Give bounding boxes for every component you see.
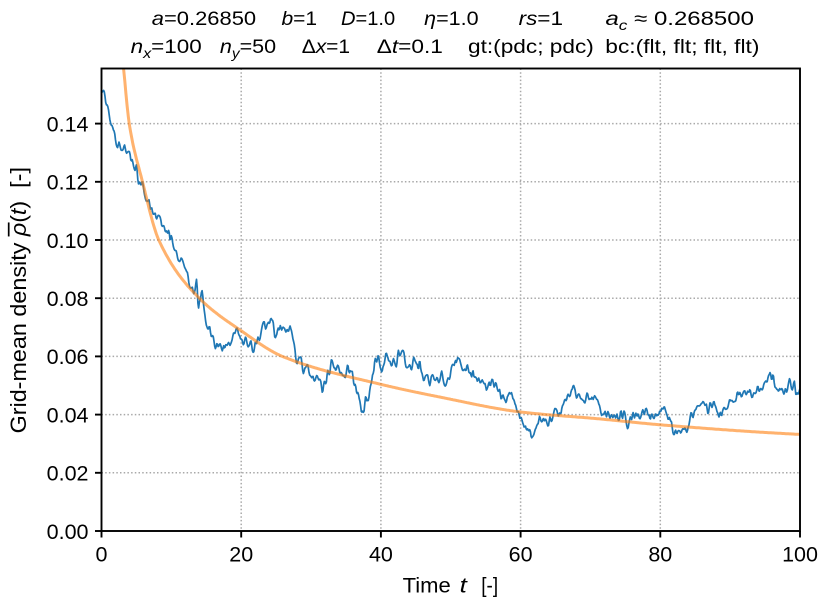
svg-text:=1.0: =1.0 — [436, 8, 479, 30]
svg-text:n: n — [131, 36, 144, 58]
svg-text:η: η — [424, 8, 436, 30]
svg-text:≈ 0.268500: ≈ 0.268500 — [628, 8, 755, 30]
svg-text:=0.26850: =0.26850 — [164, 8, 256, 30]
svg-text:x: x — [315, 36, 328, 58]
svg-text:=100: =100 — [151, 36, 202, 58]
svg-text:20: 20 — [229, 543, 253, 567]
svg-text:0.12: 0.12 — [47, 171, 89, 195]
svg-text:0.10: 0.10 — [47, 229, 89, 253]
svg-text:n: n — [220, 36, 232, 58]
svg-text:a: a — [152, 8, 164, 30]
svg-text:0.14: 0.14 — [47, 112, 89, 136]
svg-text:=1.0: =1.0 — [356, 8, 396, 30]
svg-text:[-]: [-] — [481, 574, 498, 598]
svg-text:(: ( — [6, 214, 31, 222]
svg-text:t: t — [392, 36, 400, 58]
svg-text:0.02: 0.02 — [47, 462, 89, 486]
svg-text:0.06: 0.06 — [47, 345, 89, 369]
svg-text:b: b — [282, 8, 294, 30]
svg-text:=50: =50 — [240, 36, 277, 58]
svg-text:t: t — [460, 574, 468, 598]
svg-text:80: 80 — [648, 543, 672, 567]
svg-text:0.08: 0.08 — [47, 287, 89, 311]
svg-text:0: 0 — [96, 543, 108, 567]
svg-text:gt:(pdc; pdc): gt:(pdc; pdc) — [468, 36, 594, 58]
svg-text:Δ: Δ — [302, 36, 316, 58]
svg-text:=1: =1 — [293, 8, 317, 30]
svg-text:ρ: ρ — [6, 223, 31, 238]
svg-text:=1: =1 — [537, 8, 563, 30]
svg-text:=1: =1 — [326, 36, 350, 58]
svg-text:) [-]: ) [-] — [6, 167, 31, 209]
svg-text:=0.1: =0.1 — [398, 36, 443, 58]
svg-text:D: D — [341, 8, 356, 30]
svg-text:t: t — [6, 207, 31, 215]
svg-text:bc:(flt, flt; flt, flt): bc:(flt, flt; flt, flt) — [605, 36, 759, 58]
svg-text:60: 60 — [509, 543, 533, 567]
svg-text:Δ: Δ — [377, 36, 392, 58]
svg-text:Time: Time — [403, 574, 451, 598]
svg-text:rs: rs — [519, 8, 538, 30]
svg-text:0.00: 0.00 — [47, 520, 89, 544]
svg-text:c: c — [619, 17, 628, 33]
svg-text:x: x — [142, 45, 152, 61]
svg-text:100: 100 — [782, 543, 818, 567]
svg-text:a: a — [606, 8, 620, 30]
svg-text:Grid-mean density: Grid-mean density — [6, 236, 31, 433]
svg-text:0.04: 0.04 — [47, 403, 89, 427]
svg-text:y: y — [231, 45, 241, 61]
svg-text:40: 40 — [369, 543, 393, 567]
